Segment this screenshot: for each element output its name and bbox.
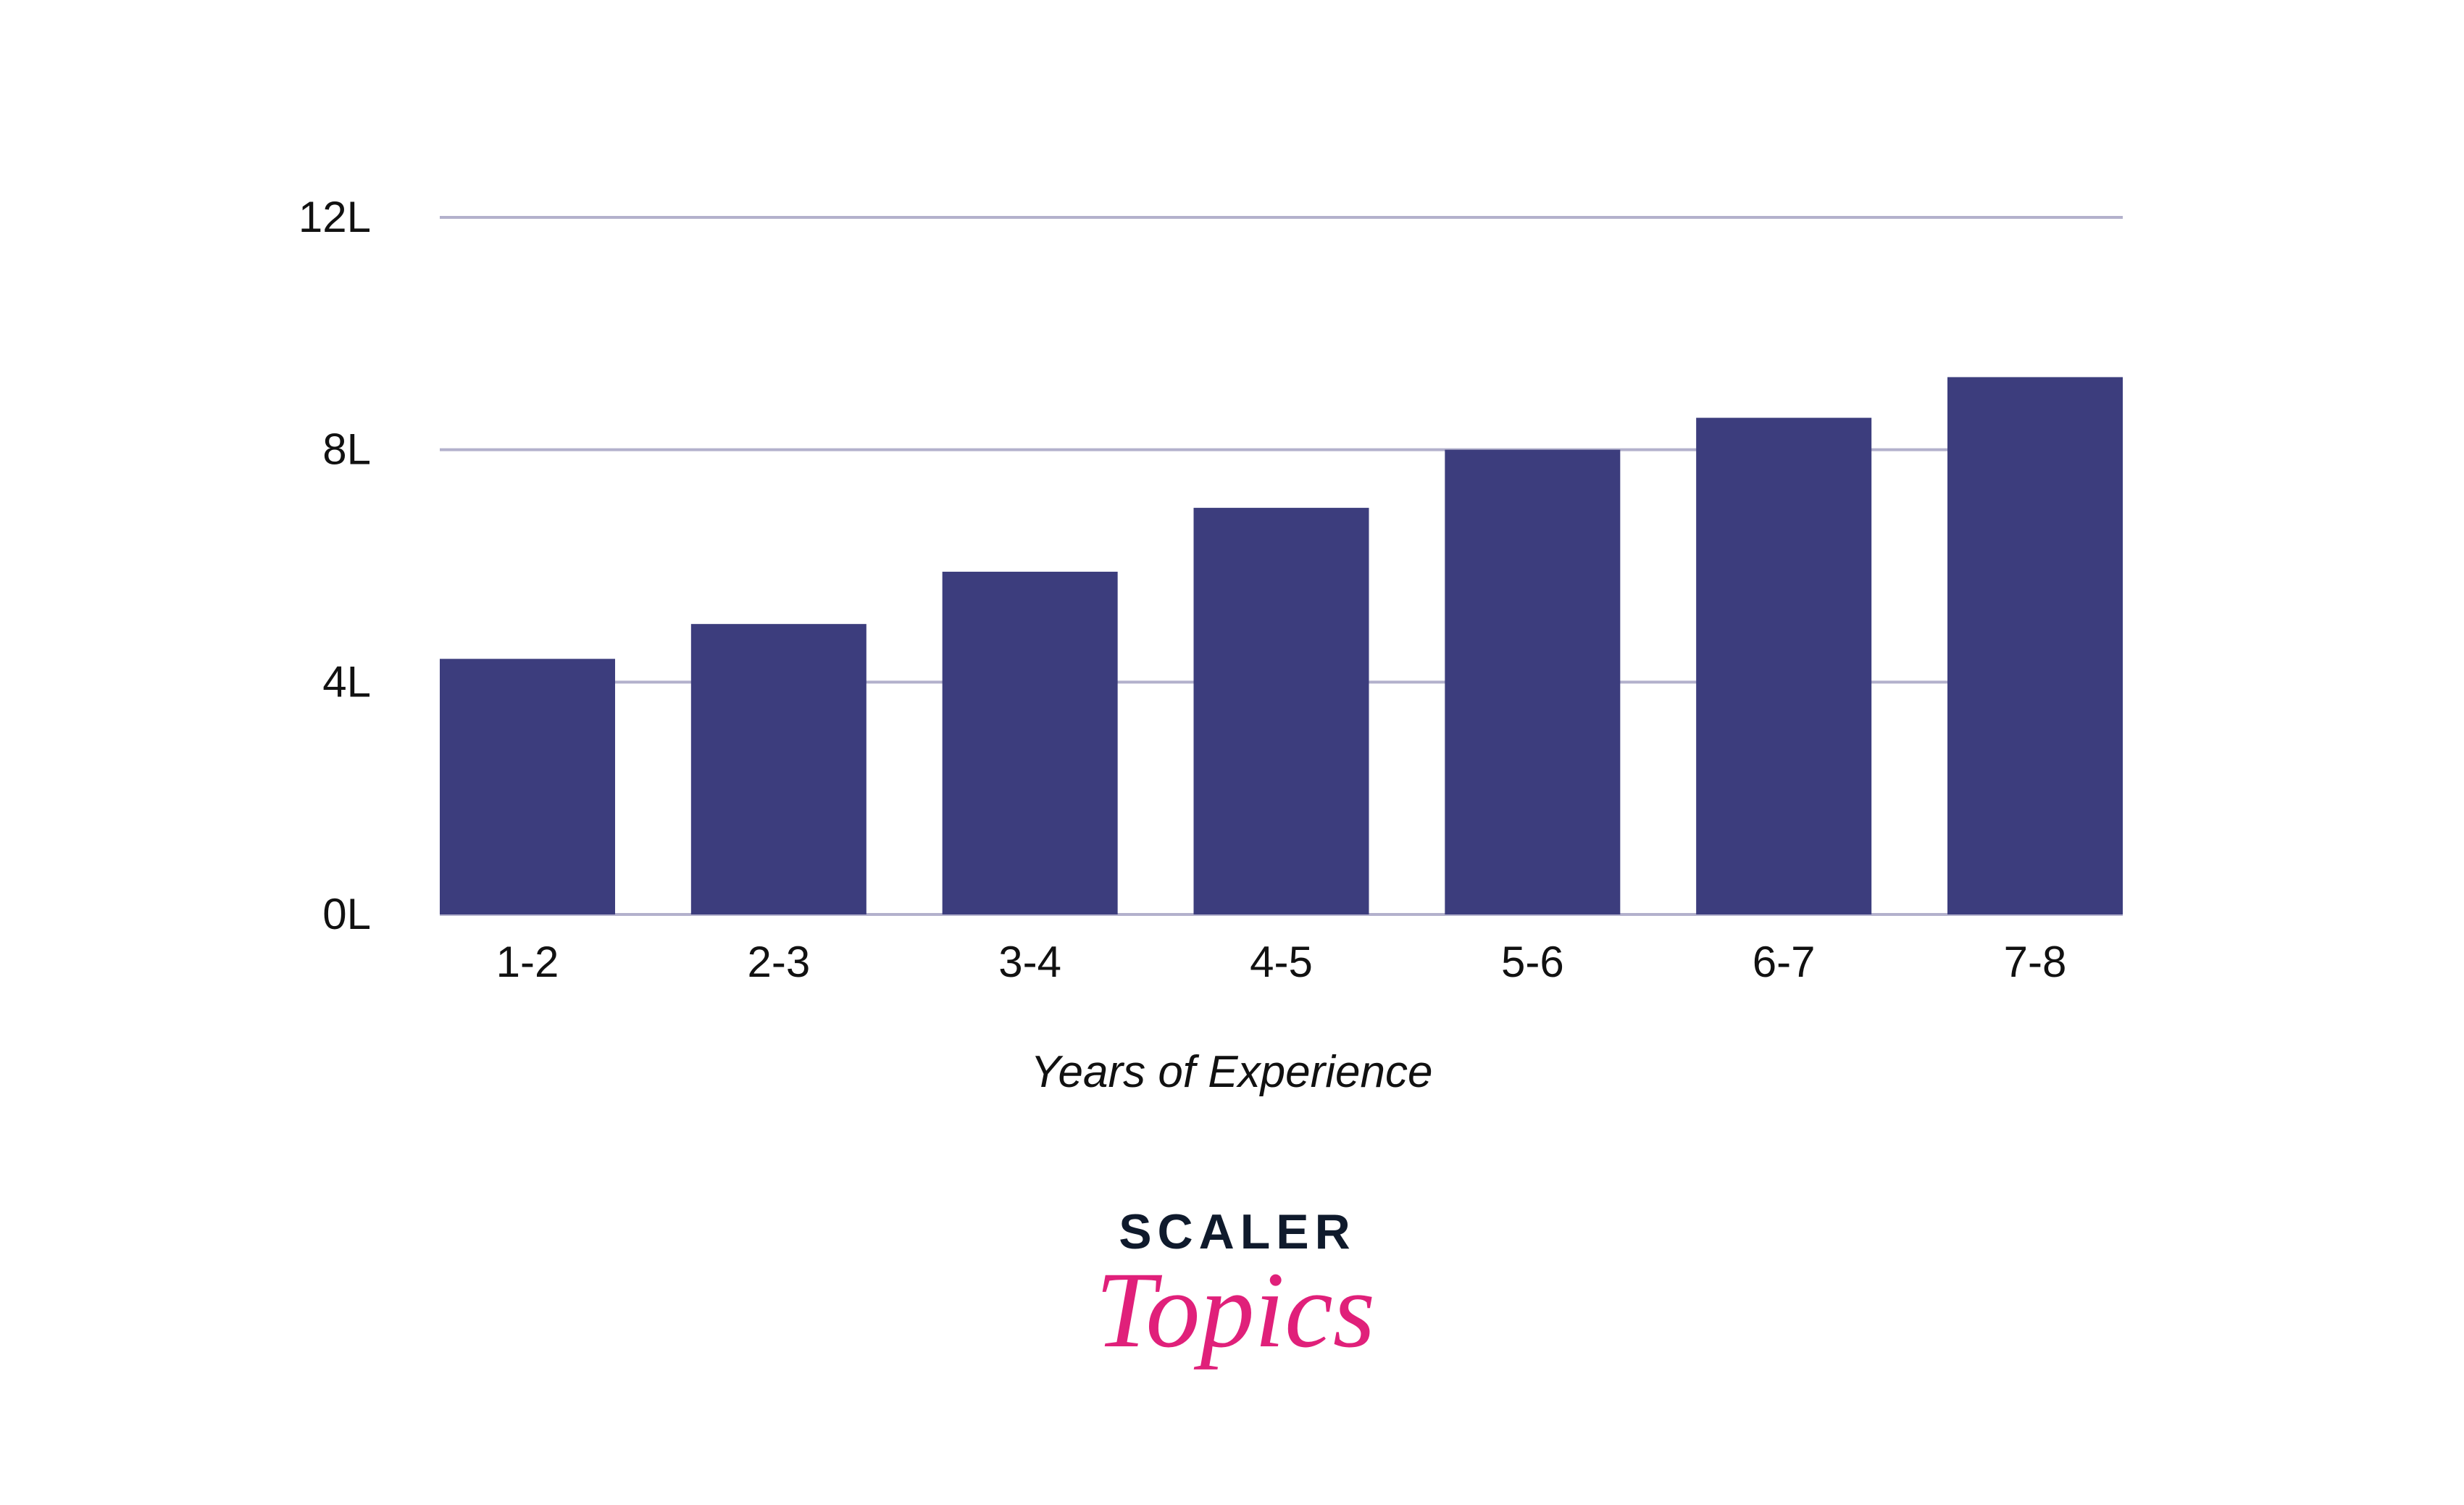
x-tick-label: 6-7	[1753, 938, 1816, 986]
bar	[440, 659, 615, 914]
y-tick-label: 4L	[322, 657, 371, 706]
bar	[942, 572, 1118, 914]
x-axis-title: Years of Experience	[1031, 1047, 1433, 1097]
y-tick-label: 12L	[298, 193, 371, 241]
scaler-topics-logo: SCALER Topics	[1095, 1204, 1375, 1370]
y-tick-label: 0L	[322, 890, 371, 938]
x-axis-ticks: 1-2 2-3 3-4 4-5 5-6 6-7 7-8	[496, 938, 2067, 986]
y-axis-ticks: 0L 4L 8L 12L	[298, 193, 371, 938]
bar	[690, 624, 866, 914]
x-tick-label: 4-5	[1250, 938, 1313, 986]
x-tick-label: 2-3	[747, 938, 810, 986]
logo-topics-text: Topics	[1095, 1250, 1375, 1370]
bar	[1696, 417, 1872, 914]
x-tick-label: 7-8	[2004, 938, 2067, 986]
x-tick-label: 5-6	[1501, 938, 1564, 986]
bar	[1445, 449, 1621, 914]
bars	[440, 377, 2123, 914]
logo-scaler-text: SCALER	[1119, 1204, 1356, 1259]
x-tick-label: 1-2	[496, 938, 559, 986]
bar	[1947, 377, 2123, 914]
x-tick-label: 3-4	[998, 938, 1061, 986]
y-tick-label: 8L	[322, 425, 371, 474]
bar	[1193, 507, 1369, 914]
